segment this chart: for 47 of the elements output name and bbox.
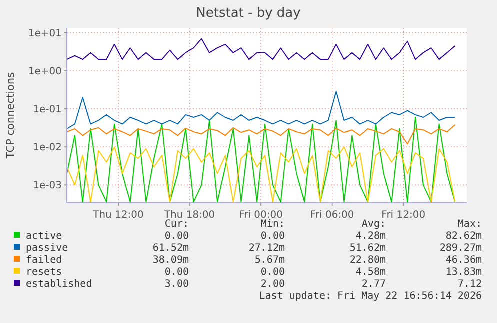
legend-label: failed bbox=[26, 255, 62, 266]
text: Min: bbox=[260, 219, 285, 230]
y-tick-label: 1e+01 bbox=[28, 28, 62, 40]
text: 2.00 bbox=[260, 279, 285, 290]
text: 4.58m bbox=[356, 267, 386, 278]
text: 13.83m bbox=[446, 267, 482, 278]
x-tick-label: Fri 00:00 bbox=[239, 210, 284, 221]
line-series bbox=[67, 124, 456, 145]
legend-label: established bbox=[26, 279, 92, 290]
line-series bbox=[67, 90, 456, 130]
text: 4.28m bbox=[356, 231, 386, 242]
text: Avg: bbox=[362, 219, 386, 230]
text: 0.00 bbox=[164, 231, 189, 242]
y-tick-label: 1e+00 bbox=[28, 66, 62, 78]
text: 82.62m bbox=[446, 231, 482, 242]
x-tick-label: Fri 06:00 bbox=[310, 210, 354, 221]
y-tick-label: 1e-01 bbox=[33, 104, 62, 116]
text: 46.36m bbox=[446, 255, 482, 266]
legend-label: active bbox=[26, 231, 62, 242]
text: Last update: Fri May 22 16:56:14 2026 bbox=[259, 291, 482, 302]
text: 2.77 bbox=[362, 279, 386, 290]
text: Max: bbox=[458, 219, 482, 230]
text: 289.27m bbox=[440, 243, 482, 254]
y-tick-label: 1e-03 bbox=[33, 180, 62, 192]
text: 0.00 bbox=[164, 267, 189, 278]
legend-label: resets bbox=[26, 267, 62, 278]
y-tick-label: 1e-02 bbox=[33, 142, 62, 154]
text: 0.00 bbox=[260, 231, 285, 242]
chart-title: Netstat - by day bbox=[196, 6, 302, 21]
text: 5.67m bbox=[254, 255, 285, 266]
text: 51.62m bbox=[350, 243, 386, 254]
line-series bbox=[67, 117, 456, 203]
line-series bbox=[67, 38, 456, 60]
text: 7.12 bbox=[458, 279, 482, 290]
x-tick-label: Fri 12:00 bbox=[382, 210, 426, 221]
text: 3.00 bbox=[164, 279, 189, 290]
text: 61.52m bbox=[152, 243, 189, 254]
legend-label: passive bbox=[26, 243, 68, 254]
line-series bbox=[67, 146, 456, 203]
x-tick-label: Thu 18:00 bbox=[163, 210, 216, 221]
text: 38.09m bbox=[152, 255, 189, 266]
text: 22.80m bbox=[350, 255, 386, 266]
text: Cur: bbox=[164, 219, 189, 230]
text: 0.00 bbox=[260, 267, 285, 278]
y-axis-title: TCP connections bbox=[5, 72, 17, 160]
x-tick-label: Thu 12:00 bbox=[92, 210, 144, 221]
text: 27.12m bbox=[248, 243, 285, 254]
